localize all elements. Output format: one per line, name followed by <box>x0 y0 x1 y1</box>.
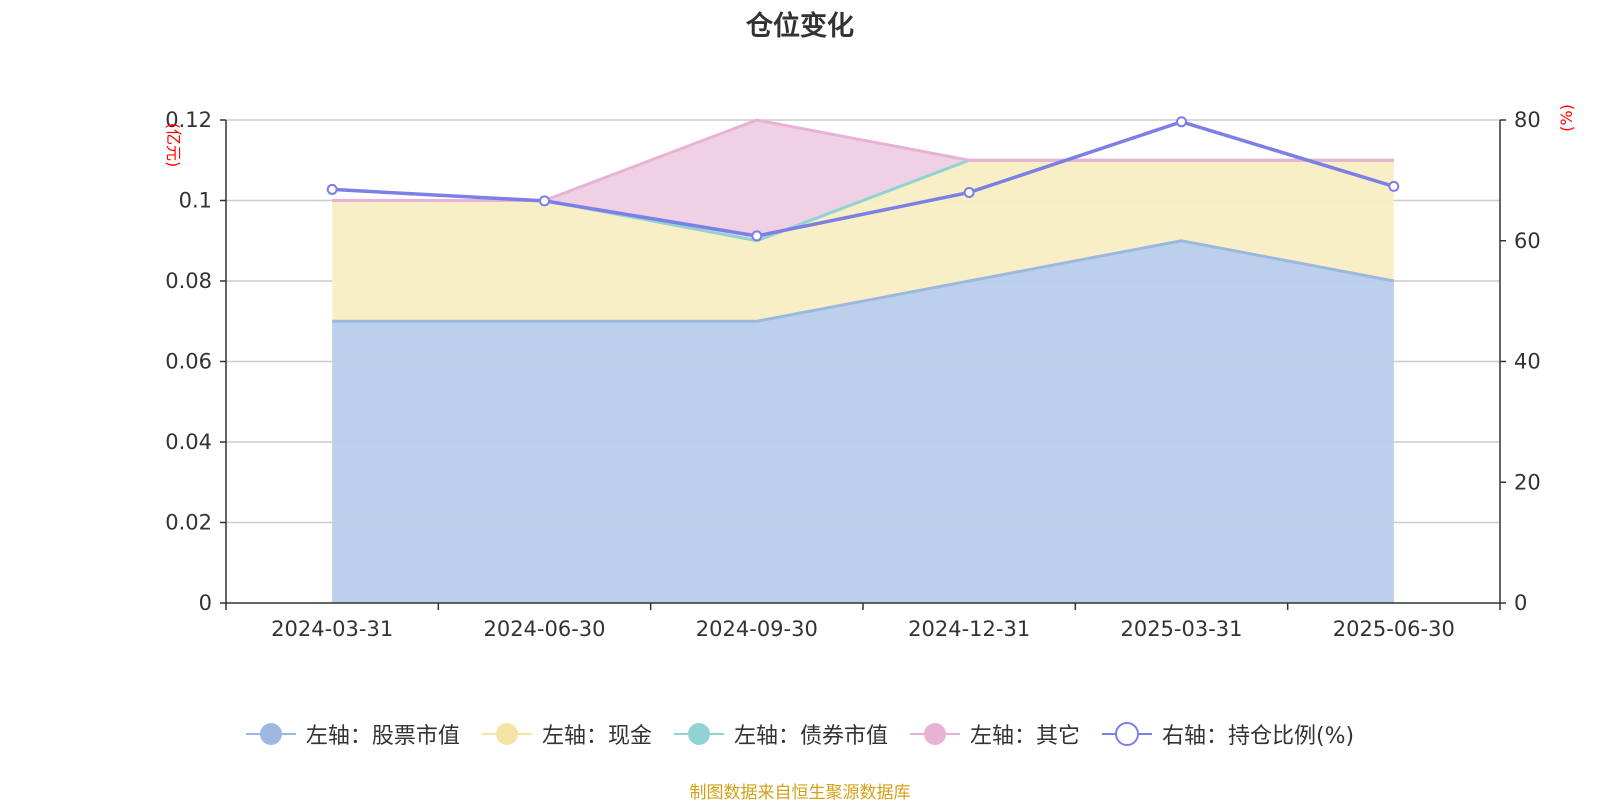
x-tick-label: 2024-12-31 <box>908 617 1030 641</box>
x-tick-label: 2025-03-31 <box>1120 617 1242 641</box>
x-tick-label: 2025-06-30 <box>1333 617 1455 641</box>
line-point <box>751 230 763 242</box>
line-右轴：持仓比例(%) <box>332 119 1395 238</box>
legend-item[interactable]: 左轴：债券市值 <box>673 718 888 750</box>
x-tick-label: 2024-03-31 <box>271 617 393 641</box>
right-tick-label: 0 <box>1514 591 1527 615</box>
left-tick-label: 0.12 <box>165 108 212 132</box>
legend-item[interactable]: 左轴：其它 <box>909 718 1080 750</box>
legend-label: 左轴：债券市值 <box>733 724 888 749</box>
legend: 左轴：股票市值 左轴：现金 左轴：债券市值 左轴：其它 右轴：持仓比例(%) <box>0 718 1600 750</box>
legend-label: 左轴：现金 <box>541 724 652 749</box>
area-左轴：股票市值 <box>332 240 1394 603</box>
legend-marker-icon <box>909 723 960 745</box>
right-tick-label: 20 <box>1514 470 1541 494</box>
legend-marker-icon <box>481 723 532 745</box>
source-note: 制图数据来自恒生聚源数据库 <box>689 783 911 803</box>
x-tick-label: 2024-09-30 <box>696 617 818 641</box>
left-tick-label: 0.06 <box>165 350 212 374</box>
legend-item[interactable]: 右轴：持仓比例(%) <box>1101 718 1355 750</box>
area-edge-左轴：股票市值 <box>332 239 1395 323</box>
line-point <box>963 186 975 198</box>
chart-plot: 0 0.02 0.04 0.06 0.08 0.1 0.12 0 20 40 60 80 2024-03… <box>164 104 1576 641</box>
legend-label: 右轴：持仓比例(%) <box>1161 724 1355 749</box>
legend-item[interactable]: 左轴：现金 <box>481 718 652 750</box>
legend-item[interactable]: 左轴：股票市值 <box>245 718 460 750</box>
right-axis-unit: (%) <box>1557 104 1576 132</box>
legend-marker-icon <box>673 723 724 745</box>
line-point <box>1176 116 1187 128</box>
legend-marker-icon <box>245 723 296 745</box>
left-tick-label: 0.08 <box>165 269 212 293</box>
legend-marker-icon <box>1101 722 1152 746</box>
area-左轴：现金 <box>332 160 1394 322</box>
legend-label: 左轴：股票市值 <box>305 724 460 749</box>
chart-title: 仓位变化 <box>746 11 854 42</box>
left-tick-label: 0.04 <box>165 430 212 454</box>
left-tick-label: 0 <box>199 591 212 615</box>
line-point <box>539 195 550 207</box>
right-tick-label: 80 <box>1514 108 1541 132</box>
x-tick-label: 2024-06-30 <box>483 617 605 641</box>
line-point <box>326 183 338 195</box>
left-axis-unit: (亿元) <box>164 123 183 168</box>
left-tick-label: 0.02 <box>165 511 212 535</box>
legend-label: 左轴：其它 <box>969 724 1080 749</box>
right-tick-label: 60 <box>1514 229 1541 253</box>
left-tick-label: 0.1 <box>179 189 212 213</box>
right-tick-label: 40 <box>1514 350 1541 374</box>
line-point <box>1388 180 1400 192</box>
